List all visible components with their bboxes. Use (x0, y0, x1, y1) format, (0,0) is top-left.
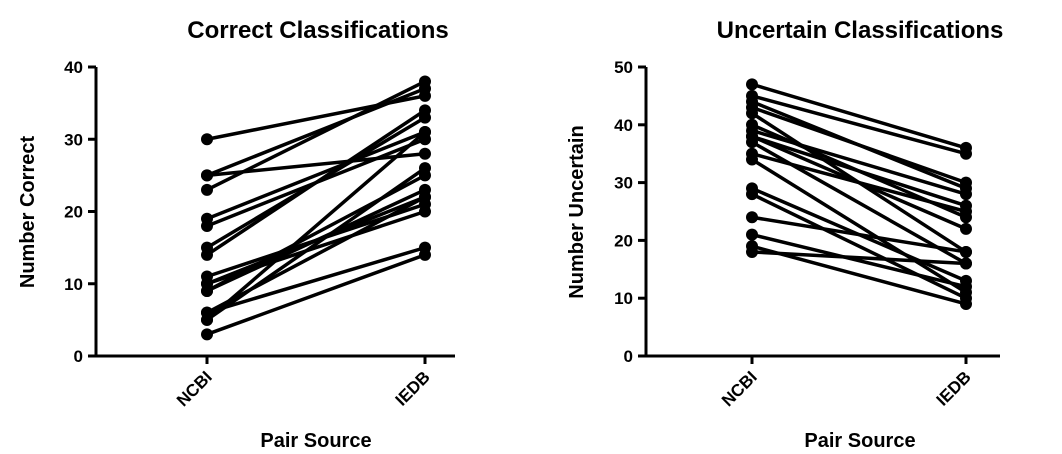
y-axis-label: Number Uncertain (566, 125, 588, 298)
pair-line (751, 192, 967, 300)
data-point-ncbi (201, 219, 213, 232)
data-point-iedb (960, 222, 972, 235)
data-point-ncbi (746, 245, 758, 258)
data-point-iedb (419, 104, 431, 117)
pair-line (205, 130, 427, 322)
y-tick-label: 50 (614, 58, 633, 77)
y-tick-label: 10 (64, 275, 83, 294)
data-point-iedb (960, 245, 972, 258)
pair-line (751, 250, 967, 266)
pair-line (751, 244, 967, 306)
data-point-ncbi (201, 313, 213, 326)
data-point-ncbi (746, 78, 758, 91)
y-axis-label: Number Correct (17, 136, 39, 289)
y-tick-label: 40 (64, 58, 83, 77)
pair-line (206, 166, 426, 322)
pair-line (206, 245, 426, 315)
y-tick-label: 30 (614, 174, 633, 193)
x-tick-label-ncbi: NCBI (718, 367, 761, 410)
pair-line (206, 188, 426, 293)
data-point-iedb (960, 297, 972, 310)
data-point-ncbi (746, 153, 758, 166)
x-axis-label: Pair Source (804, 430, 915, 452)
uncertain-classifications-panel: Uncertain Classifications Number Uncerta… (566, 17, 1003, 452)
data-point-ncbi (746, 118, 758, 131)
x-tick-label-ncbi: NCBI (173, 367, 216, 410)
data-point-iedb (960, 176, 972, 189)
data-point-iedb (419, 126, 431, 139)
pair-line (751, 215, 967, 254)
data-point-iedb (960, 280, 972, 293)
pair-line (751, 94, 967, 156)
x-tick-label-iedb: IEDB (933, 367, 975, 409)
data-point-iedb (419, 75, 431, 88)
data-point-ncbi (746, 107, 758, 120)
pair-line (206, 79, 426, 192)
y-tick-label: 0 (624, 347, 633, 366)
pair-line (751, 82, 967, 150)
data-point-ncbi (201, 248, 213, 261)
data-point-iedb (960, 147, 972, 160)
y-tick-label: 20 (64, 203, 83, 222)
x-tick-label-iedb: IEDB (392, 367, 434, 409)
pair-line (751, 105, 967, 185)
correct-classifications-panel: Correct Classifications Number Correct P… (17, 17, 455, 452)
data-point-iedb (419, 162, 431, 175)
pair-line (751, 123, 967, 219)
data-point-ncbi (746, 211, 758, 224)
chart-title: Correct Classifications (187, 17, 448, 44)
data-point-ncbi (201, 328, 213, 341)
y-tick-label: 40 (614, 116, 633, 135)
data-point-ncbi (746, 228, 758, 241)
data-point-iedb (419, 248, 431, 261)
data-point-ncbi (201, 284, 213, 297)
data-point-iedb (419, 147, 431, 160)
y-tick-label: 10 (614, 289, 633, 308)
data-point-iedb (960, 188, 972, 201)
y-tick-label: 0 (74, 347, 83, 366)
data-point-ncbi (746, 188, 758, 201)
chart-title: Uncertain Classifications (717, 17, 1004, 44)
y-tick-label: 20 (614, 231, 633, 250)
y-tick-label: 30 (64, 130, 83, 149)
data-point-ncbi (201, 183, 213, 196)
data-point-ncbi (201, 133, 213, 146)
x-axis-label: Pair Source (260, 430, 371, 452)
data-point-iedb (419, 205, 431, 218)
pair-line (206, 253, 426, 336)
data-point-ncbi (746, 136, 758, 149)
pair-line (206, 130, 426, 221)
data-point-iedb (419, 183, 431, 196)
data-point-ncbi (201, 169, 213, 182)
pair-line (751, 157, 967, 294)
pair-line (751, 232, 967, 289)
pair-line (206, 87, 426, 178)
data-point-iedb (960, 211, 972, 224)
data-point-iedb (960, 257, 972, 270)
pair-line (206, 108, 426, 257)
